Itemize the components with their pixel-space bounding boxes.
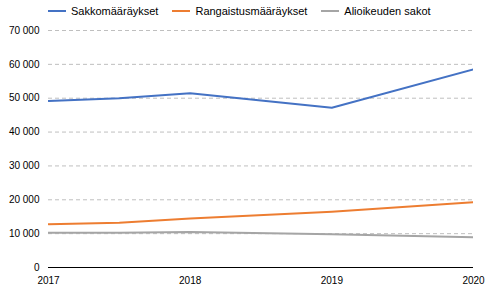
- html-text:Alioikeuden sakot: Alioikeuden sakot: [344, 5, 431, 17]
- svg-text:2019: 2019: [321, 275, 344, 286]
- svg-text:50 000: 50 000: [9, 92, 40, 103]
- svg-text:2018: 2018: [179, 275, 202, 286]
- svg-text:60 000: 60 000: [9, 59, 40, 70]
- svg-text:2017: 2017: [37, 275, 60, 286]
- svg-text:30 000: 30 000: [9, 160, 40, 171]
- svg-text:70 000: 70 000: [9, 25, 40, 36]
- svg-text:2020: 2020: [462, 275, 485, 286]
- html-text:Rangaistusmääräykset: Rangaistusmääräykset: [195, 5, 308, 17]
- svg-text:40 000: 40 000: [9, 126, 40, 137]
- svg-text:20 000: 20 000: [9, 194, 40, 205]
- svg-text:10 000: 10 000: [9, 228, 40, 239]
- html-text:Sakkomääräykset: Sakkomääräykset: [71, 5, 159, 17]
- svg-text:0: 0: [34, 262, 40, 273]
